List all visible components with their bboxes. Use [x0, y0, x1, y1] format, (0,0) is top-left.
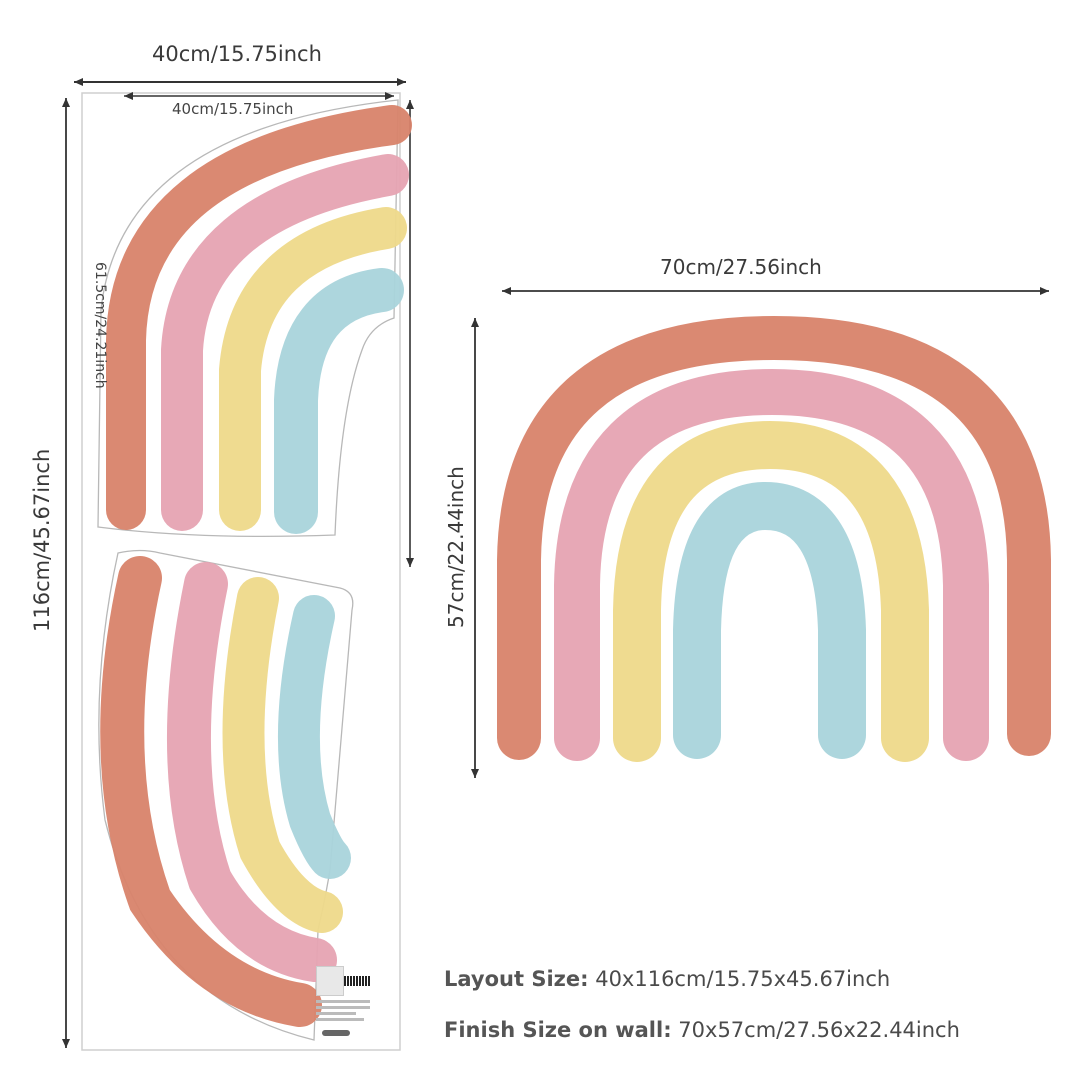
layout-size-label: Layout Size: — [444, 967, 589, 991]
rainbow-band-pink — [554, 368, 989, 761]
upper-band-yellow — [219, 207, 407, 531]
left-height-label: 116cm/45.67inch — [30, 448, 54, 632]
rainbow-band-yellow — [613, 420, 929, 762]
lower-band-terracotta — [100, 556, 322, 1027]
rainbow-band-blue — [673, 481, 866, 759]
top-width-label: 40cm/15.75inch — [152, 42, 322, 66]
finish-size-label: Finish Size on wall: — [444, 1018, 672, 1042]
lower-band-yellow — [222, 577, 343, 933]
finish-size-value: 70x57cm/27.56x22.44inch — [678, 1018, 960, 1042]
inner-width-label: 40cm/15.75inch — [172, 100, 294, 118]
finish-size-line: Finish Size on wall: 70x57cm/27.56x22.44… — [444, 1018, 960, 1042]
lower-band-blue — [277, 595, 351, 879]
right-height-label: 57cm/22.44inch — [444, 466, 468, 628]
upper-band-blue — [274, 268, 404, 534]
inner-height-label: 61.5cm/24.21inch — [92, 262, 108, 389]
upper-band-pink — [161, 154, 409, 531]
layout-size-line: Layout Size: 40x116cm/15.75x45.67inch — [444, 967, 890, 991]
right-width-label: 70cm/27.56inch — [660, 255, 822, 279]
package-label — [314, 966, 372, 1042]
upper-band-terracotta — [106, 105, 412, 530]
layout-size-value: 40x116cm/15.75x45.67inch — [595, 967, 891, 991]
rainbow-band-terracotta — [497, 315, 1051, 760]
lower-band-pink — [167, 562, 337, 982]
